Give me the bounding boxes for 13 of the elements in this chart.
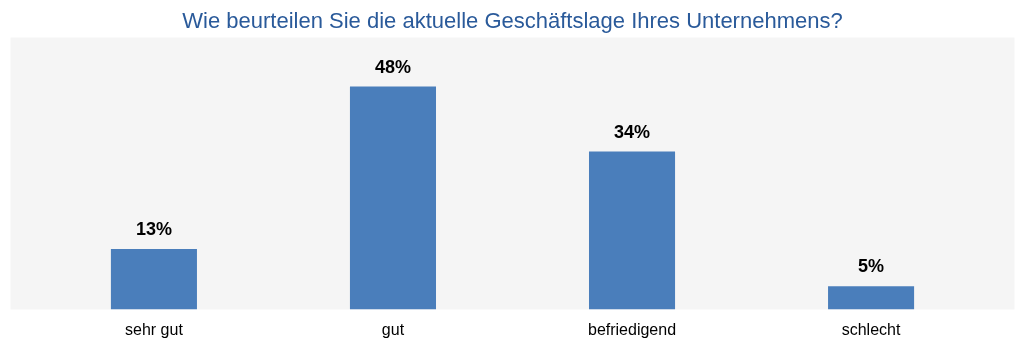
bar [828,286,915,310]
x-tick-label: schlecht [841,320,901,338]
chart-title: Wie beurteilen Sie die aktuelle Geschäftslage Ihres Unternehmens? [182,7,843,33]
data-label: 48% [374,56,411,77]
data-label: 34% [614,121,651,142]
x-tick-label: sehr gut [125,320,184,338]
x-tick-label: gut [381,320,405,338]
x-tick-label: befriedigend [587,320,677,338]
data-label: 13% [135,219,172,240]
bar [589,151,676,310]
data-label: 5% [858,256,885,277]
bar [110,249,197,310]
bar [349,86,436,310]
